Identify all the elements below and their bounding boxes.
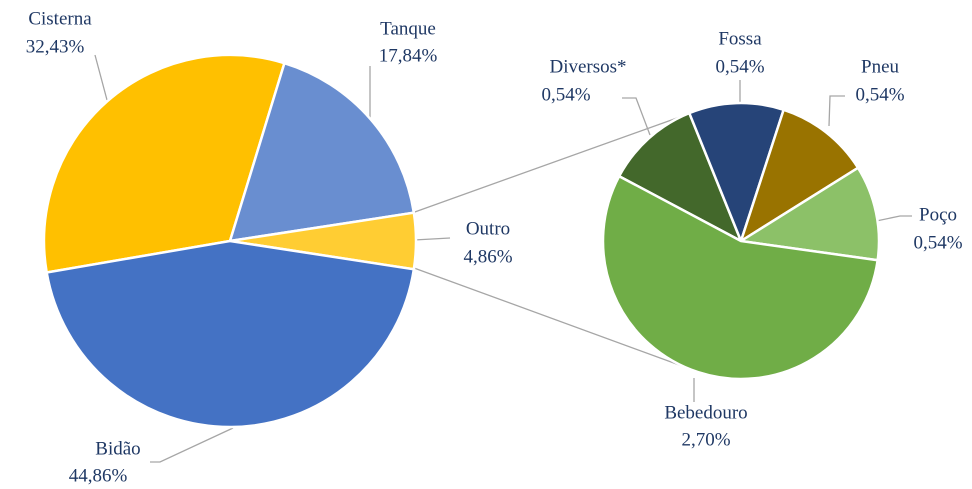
connector-line	[413, 267, 694, 371]
pie-slice	[45, 239, 416, 429]
leader-line	[413, 237, 451, 241]
leader-line	[622, 97, 651, 136]
slice-label: Fossa	[718, 28, 762, 49]
slice-label: Cisterna	[28, 8, 92, 29]
slice-label: Poço	[919, 204, 957, 225]
value-label: 44,86%	[69, 465, 128, 486]
pie-slice	[687, 101, 786, 245]
slice-label: Diversos*	[549, 56, 626, 77]
slice-label: Outro	[466, 218, 510, 239]
pie-slice	[617, 111, 744, 244]
slice-label: Pneu	[861, 56, 900, 77]
pie-slice	[228, 61, 416, 243]
leader-line	[94, 54, 108, 101]
slice-label: Bidão	[95, 438, 140, 459]
slice-label: Bebedouro	[664, 402, 747, 423]
value-label: 17,84%	[379, 45, 438, 66]
value-label: 0,54%	[855, 84, 904, 105]
value-label: 2,70%	[681, 429, 730, 450]
pie-slice	[42, 53, 286, 274]
pie-slice	[738, 108, 860, 244]
value-label: 4,86%	[463, 246, 512, 267]
leader-line	[828, 95, 845, 127]
value-label: 0,54%	[913, 232, 962, 253]
slice-label: Tanque	[380, 18, 436, 39]
value-label: 32,43%	[26, 36, 85, 57]
leader-line	[150, 427, 234, 463]
connector-line	[411, 112, 692, 214]
value-label: 0,54%	[715, 56, 764, 77]
pie-slice	[601, 174, 880, 381]
pie-slice	[737, 166, 881, 262]
value-label: 0,54%	[541, 84, 590, 105]
